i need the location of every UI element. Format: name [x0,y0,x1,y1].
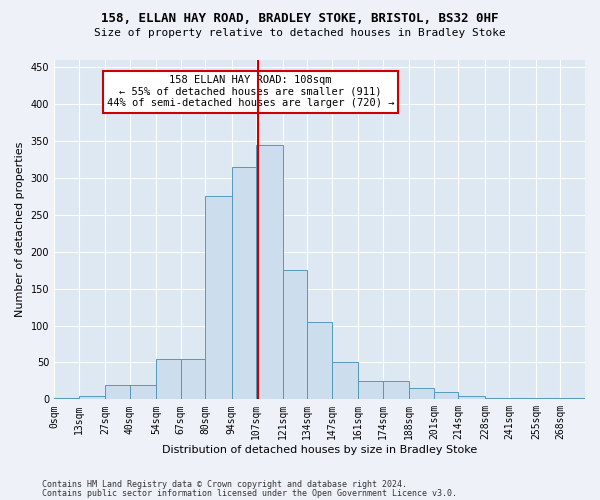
Text: 158 ELLAN HAY ROAD: 108sqm
← 55% of detached houses are smaller (911)
44% of sem: 158 ELLAN HAY ROAD: 108sqm ← 55% of deta… [107,76,394,108]
Bar [156,359,181,400]
Bar [485,398,509,400]
Bar [232,167,256,400]
X-axis label: Distribution of detached houses by size in Bradley Stoke: Distribution of detached houses by size … [162,445,477,455]
Bar [458,396,485,400]
Bar [54,398,79,400]
Text: Contains HM Land Registry data © Crown copyright and database right 2024.: Contains HM Land Registry data © Crown c… [42,480,407,489]
Bar [181,359,205,400]
Bar [79,396,105,400]
Text: Size of property relative to detached houses in Bradley Stoke: Size of property relative to detached ho… [94,28,506,38]
Bar [307,322,332,400]
Bar [332,362,358,400]
Text: Contains public sector information licensed under the Open Government Licence v3: Contains public sector information licen… [42,489,457,498]
Bar [105,384,130,400]
Bar [434,392,458,400]
Bar [130,384,156,400]
Bar [358,381,383,400]
Bar [560,398,585,400]
Bar [536,398,560,400]
Bar [383,381,409,400]
Y-axis label: Number of detached properties: Number of detached properties [15,142,25,318]
Text: 158, ELLAN HAY ROAD, BRADLEY STOKE, BRISTOL, BS32 0HF: 158, ELLAN HAY ROAD, BRADLEY STOKE, BRIS… [101,12,499,26]
Bar [409,388,434,400]
Bar [205,196,232,400]
Bar [283,270,307,400]
Bar [256,145,283,400]
Bar [509,398,536,400]
